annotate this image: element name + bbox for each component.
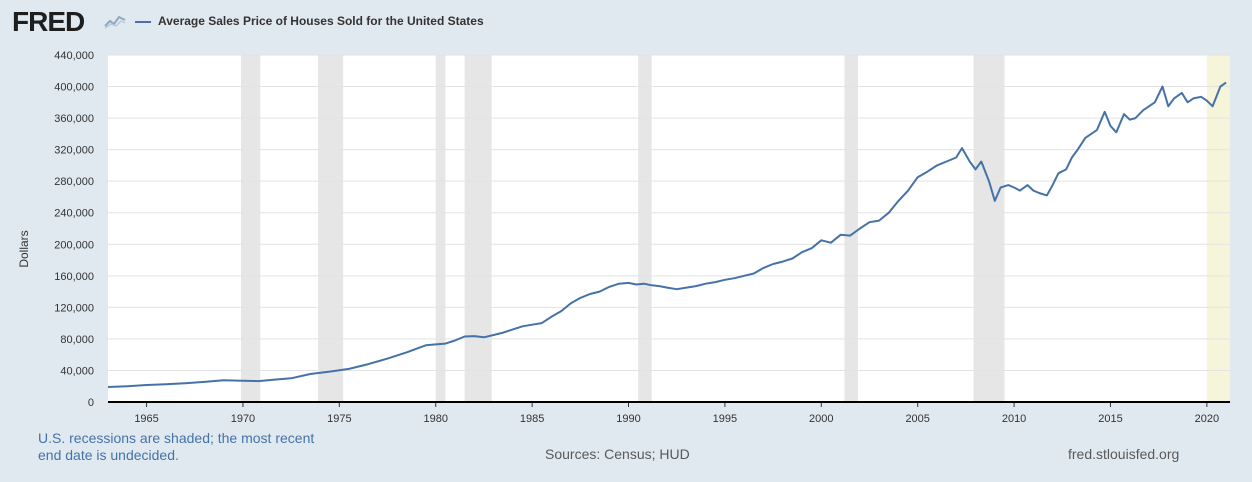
x-tick-label: 1975 (327, 413, 351, 425)
y-tick-label: 40,000 (60, 365, 94, 377)
x-tick-label: 1995 (713, 413, 737, 425)
recession-band-6 (973, 55, 1005, 402)
y-tick-label: 280,000 (54, 176, 94, 188)
recession-band-0 (241, 55, 261, 402)
y-tick-label: 120,000 (54, 302, 94, 314)
x-tick-label: 1985 (520, 413, 544, 425)
y-tick-label: 320,000 (54, 145, 94, 157)
y-tick-label: 200,000 (54, 239, 94, 251)
y-tick-label: 0 (88, 397, 94, 409)
x-tick-label: 1970 (231, 413, 255, 425)
y-tick-label: 440,000 (54, 50, 94, 62)
fred-graph-logo-icon (103, 12, 127, 30)
plot-area (108, 55, 1230, 402)
x-tick-label: 2000 (809, 413, 833, 425)
y-tick-label: 400,000 (54, 82, 94, 94)
x-tick-label: 2005 (905, 413, 929, 425)
recession-band-2 (435, 55, 446, 402)
y-tick-label: 160,000 (54, 271, 94, 283)
y-tick-label: 360,000 (54, 113, 94, 125)
x-tick-label: 1980 (423, 413, 447, 425)
recession-band-1 (318, 55, 344, 402)
x-tick-label: 1990 (616, 413, 640, 425)
series-line (107, 81, 1227, 388)
recession-band-undecided (1206, 55, 1230, 402)
recession-shading (241, 55, 1230, 402)
legend-label: Average Sales Price of Houses Sold for t… (158, 14, 484, 28)
legend-line-swatch (135, 21, 151, 23)
x-tick-label: 2010 (1002, 413, 1026, 425)
chart-header: FRED Average Sales Price of Houses Sold … (0, 0, 1252, 44)
y-tick-label: 240,000 (54, 208, 94, 220)
recession-note-line2: end date is undecided. (38, 447, 179, 463)
recession-band-5 (844, 55, 858, 402)
sources-text: Sources: Census; HUD (545, 446, 690, 462)
recession-band-4 (638, 55, 652, 402)
y-tick-label: 80,000 (60, 334, 94, 346)
recession-note-line1: U.S. recessions are shaded; the most rec… (38, 430, 315, 446)
recession-band-3 (464, 55, 492, 402)
recession-note: U.S. recessions are shaded; the most rec… (38, 430, 358, 464)
fred-url-link[interactable]: fred.stlouisfed.org (1068, 446, 1180, 462)
fred-logo[interactable]: FRED (12, 6, 85, 37)
grid-lines (108, 54, 1230, 371)
x-tick-label: 1965 (134, 413, 158, 425)
x-tick-label: 2015 (1098, 413, 1122, 425)
y-axis-ticks: 0 40,000 80,000 120,000 160,000 200,000 240,00… (54, 50, 94, 409)
x-tick-label: 2020 (1195, 413, 1219, 425)
x-axis-ticks: 1965 1970 1975 1980 1985 1990 1995 2000 2005 2010… (134, 402, 1219, 425)
